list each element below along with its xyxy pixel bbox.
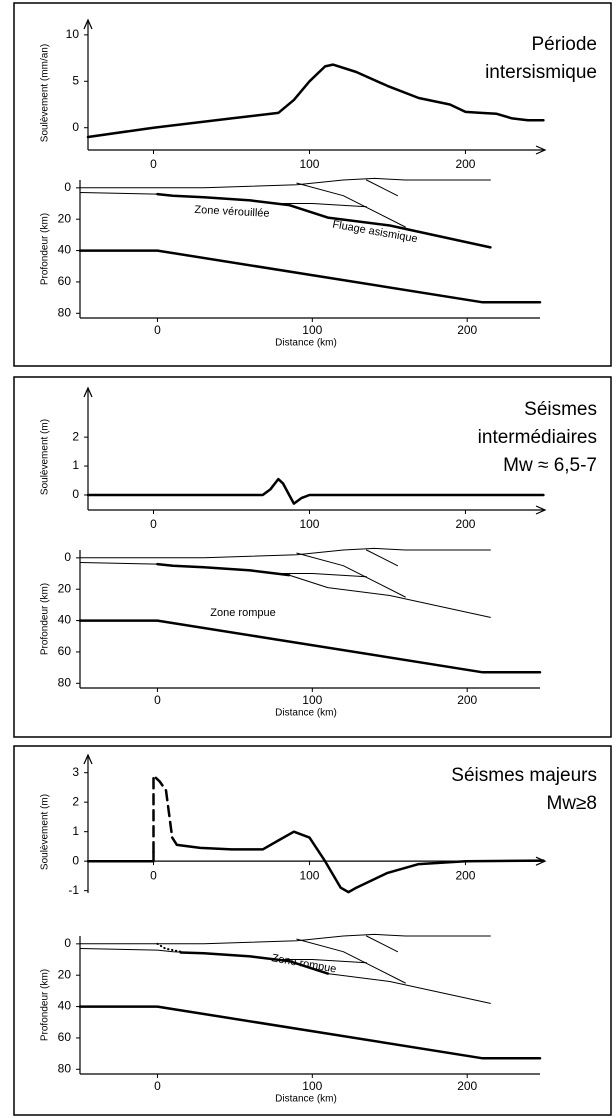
series-line <box>78 619 542 674</box>
series-line <box>86 63 545 139</box>
y-axis-label: Soulèvement (mm/an) <box>40 44 51 142</box>
series-line <box>78 1005 542 1060</box>
series-line <box>366 549 398 567</box>
y-tick-label: 80 <box>58 1061 72 1075</box>
x-tick-label: 200 <box>455 157 475 171</box>
series-line <box>156 192 492 249</box>
x-tick-label: 0 <box>154 1079 161 1093</box>
y-tick-label: 20 <box>58 967 72 981</box>
y-tick-label: 80 <box>58 675 72 689</box>
y-axis-arrow <box>83 753 93 765</box>
series-line <box>273 573 367 578</box>
series-line <box>179 951 330 975</box>
y-tick-label: 5 <box>72 73 79 87</box>
x-tick-label: 200 <box>455 868 475 882</box>
annotation: Zone rompue <box>271 952 338 975</box>
y-tick-label: 3 <box>72 765 79 779</box>
series-line <box>156 562 291 577</box>
x-tick-label: 200 <box>457 323 477 337</box>
x-tick-label: 100 <box>302 323 322 337</box>
panel-title: Séismes majeurs <box>451 765 597 786</box>
y-tick-label: 0 <box>64 550 71 564</box>
x-tick-label: 100 <box>302 1079 322 1093</box>
y-axis-label: Profondeur (km) <box>40 213 51 285</box>
y-tick-label: 60 <box>58 1030 72 1044</box>
y-axis-label: Soulèvement (m) <box>40 794 51 870</box>
y-tick-label: 0 <box>64 936 71 950</box>
series-line <box>79 547 491 559</box>
annotation: Zone rompue <box>210 607 275 619</box>
panel-title: intermédiaires <box>478 427 597 448</box>
series-line <box>296 938 406 984</box>
x-tick-label: 100 <box>299 868 319 882</box>
x-tick-label: 0 <box>150 157 157 171</box>
panel-frame <box>13 745 612 1116</box>
series-line <box>152 774 174 854</box>
y-tick-label: 40 <box>58 999 72 1013</box>
series-line <box>296 182 406 228</box>
y-tick-label: 1 <box>72 824 79 838</box>
x-tick-label: 0 <box>154 323 161 337</box>
y-tick-label: 0 <box>72 487 79 501</box>
x-tick-label: 200 <box>457 693 477 707</box>
y-tick-label: 0 <box>72 120 79 134</box>
x-tick-label: 100 <box>299 157 319 171</box>
x-axis-label: Distance (km) <box>275 708 337 719</box>
y-tick-label: 2 <box>72 429 79 443</box>
panel-title: Période <box>532 34 598 55</box>
x-axis-label: Distance (km) <box>275 1094 337 1105</box>
x-tick-label: 100 <box>302 693 322 707</box>
series-line <box>86 830 545 894</box>
y-tick-label: 20 <box>58 211 72 225</box>
x-axis-arrow <box>535 505 547 515</box>
series-line <box>79 933 491 945</box>
y-axis-label: Profondeur (km) <box>40 583 51 655</box>
x-tick-label: 200 <box>455 517 475 531</box>
y-tick-label: 10 <box>66 27 80 41</box>
series-line <box>273 203 367 208</box>
y-axis-label: Soulèvement (m) <box>40 419 51 495</box>
y-axis-label: Profondeur (km) <box>40 969 51 1041</box>
y-tick-label: 0 <box>64 180 71 194</box>
x-axis-label: Distance (km) <box>275 338 337 349</box>
y-tick-label: 20 <box>58 581 72 595</box>
series-line <box>79 192 491 248</box>
series-line <box>366 935 398 953</box>
x-tick-label: 0 <box>154 693 161 707</box>
y-axis-arrow <box>83 18 93 30</box>
panel-title: Mw≥8 <box>546 793 597 814</box>
annotation: Zone vérouillée <box>194 204 270 220</box>
y-tick-label: 2 <box>72 794 79 808</box>
y-tick-label: 80 <box>58 305 72 319</box>
y-tick-label: 40 <box>58 243 72 257</box>
y-tick-label: 0 <box>72 853 79 867</box>
series-line <box>79 562 491 618</box>
y-tick-label: 60 <box>58 644 72 658</box>
series-line <box>273 959 367 964</box>
y-axis-arrow <box>83 386 93 398</box>
y-tick-label: 1 <box>72 458 79 472</box>
panel-title: Séismes <box>524 399 597 420</box>
x-axis-arrow <box>535 856 547 866</box>
x-axis-arrow <box>535 145 547 155</box>
panel-title: intersismique <box>485 62 597 83</box>
x-tick-label: 0 <box>150 517 157 531</box>
series-line <box>78 249 542 304</box>
panel-title: Mw ≈ 6,5-7 <box>503 455 597 476</box>
panel-frame <box>13 2 612 367</box>
y-tick-label: 40 <box>58 613 72 627</box>
y-tick-label: -1 <box>68 883 79 897</box>
panel-frame <box>13 376 612 738</box>
series-line <box>79 177 491 189</box>
x-tick-label: 0 <box>150 868 157 882</box>
series-line <box>156 942 182 953</box>
x-tick-label: 200 <box>457 1079 477 1093</box>
series-line <box>296 552 406 598</box>
y-tick-label: 60 <box>58 274 72 288</box>
x-tick-label: 100 <box>299 517 319 531</box>
series-line <box>86 477 545 505</box>
series-line <box>366 179 398 197</box>
